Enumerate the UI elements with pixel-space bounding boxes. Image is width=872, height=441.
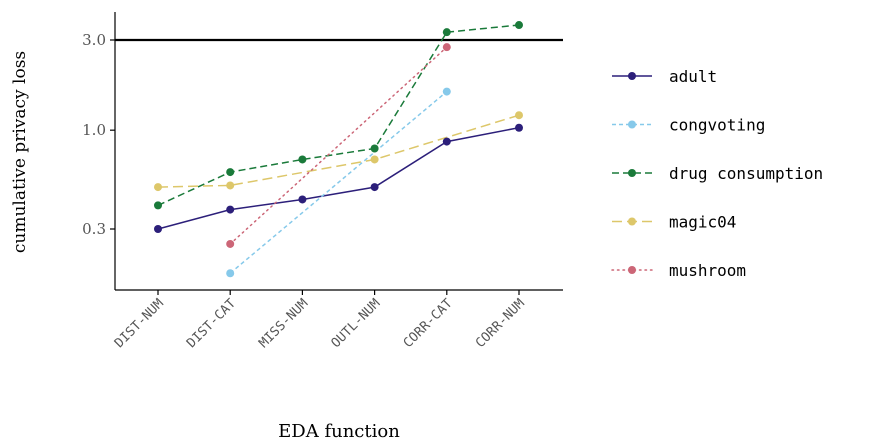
series-line-drug-consumption bbox=[157, 24, 520, 207]
x-ticks: DIST-NUM DIST-CAT MISS-NUM OUTL-NUM CORR-CAT… bbox=[112, 290, 528, 351]
y-tick-label: 1.0 bbox=[82, 121, 106, 139]
y-ticks: 0.3 1.0 3.0 bbox=[82, 31, 115, 238]
data-point-adult bbox=[370, 183, 379, 192]
y-tick-label: 3.0 bbox=[82, 31, 106, 49]
series-points bbox=[154, 21, 523, 278]
legend: adult congvoting drug consumption magic04 mu… bbox=[611, 67, 823, 280]
legend-label: mushroom bbox=[669, 261, 746, 280]
legend-swatch-point bbox=[628, 72, 636, 80]
data-point-adult bbox=[298, 195, 307, 204]
legend-swatch-point bbox=[628, 169, 636, 177]
data-point-congvoting bbox=[442, 87, 451, 96]
data-point-adult bbox=[515, 123, 523, 132]
data-point-adult bbox=[442, 137, 451, 146]
data-point-drug-consumption bbox=[515, 21, 523, 30]
data-point-mushroom bbox=[226, 239, 235, 248]
series-line-mushroom bbox=[229, 46, 448, 245]
x-tick-label: CORR-CAT bbox=[401, 296, 456, 351]
x-tick-label: OUTL-NUM bbox=[329, 296, 384, 351]
legend-swatch-point bbox=[628, 266, 636, 274]
x-tick-label: MISS-NUM bbox=[256, 296, 311, 351]
series-line-adult bbox=[157, 126, 520, 230]
axes bbox=[114, 12, 563, 291]
x-axis-title: EDA function bbox=[278, 421, 400, 441]
data-point-drug-consumption bbox=[226, 168, 235, 177]
y-tick-label: 0.3 bbox=[82, 220, 106, 238]
legend-label: drug consumption bbox=[669, 164, 823, 183]
legend-label: congvoting bbox=[669, 116, 765, 135]
series-line-congvoting bbox=[229, 91, 448, 274]
data-point-adult bbox=[226, 205, 235, 214]
data-point-magic04 bbox=[515, 111, 523, 120]
data-point-congvoting bbox=[226, 269, 235, 278]
data-point-adult bbox=[154, 225, 162, 233]
legend-swatch-point bbox=[628, 217, 636, 226]
x-tick-label: DIST-CAT bbox=[184, 296, 239, 351]
data-point-drug-consumption bbox=[154, 201, 162, 210]
data-point-drug-consumption bbox=[442, 28, 451, 37]
data-point-drug-consumption bbox=[298, 155, 307, 164]
data-point-magic04 bbox=[370, 155, 379, 164]
legend-label: adult bbox=[669, 67, 717, 86]
data-point-magic04 bbox=[154, 183, 162, 192]
series-line-magic04 bbox=[157, 114, 520, 188]
x-tick-label: DIST-NUM bbox=[112, 296, 167, 351]
data-point-drug-consumption bbox=[370, 144, 379, 153]
y-axis-title: cumulative privacy loss bbox=[10, 51, 30, 253]
legend-label: magic04 bbox=[669, 213, 736, 232]
x-tick-label: CORR-NUM bbox=[473, 296, 528, 351]
legend-swatch-point bbox=[628, 120, 636, 129]
data-point-magic04 bbox=[226, 181, 235, 190]
data-point-mushroom bbox=[442, 43, 451, 52]
series-lines bbox=[157, 24, 520, 274]
